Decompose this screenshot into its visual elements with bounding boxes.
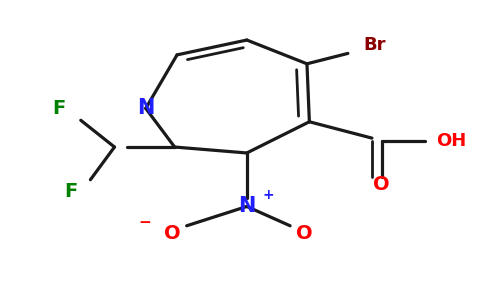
Text: Br: Br — [363, 36, 386, 54]
Text: O: O — [373, 175, 390, 194]
Text: O: O — [296, 224, 313, 243]
Text: +: + — [263, 188, 274, 202]
Text: N: N — [137, 98, 154, 118]
Text: N: N — [238, 196, 256, 217]
Text: −: − — [138, 215, 151, 230]
Text: OH: OH — [436, 132, 467, 150]
Text: F: F — [64, 182, 78, 201]
Text: O: O — [164, 224, 181, 243]
Text: F: F — [52, 99, 66, 118]
